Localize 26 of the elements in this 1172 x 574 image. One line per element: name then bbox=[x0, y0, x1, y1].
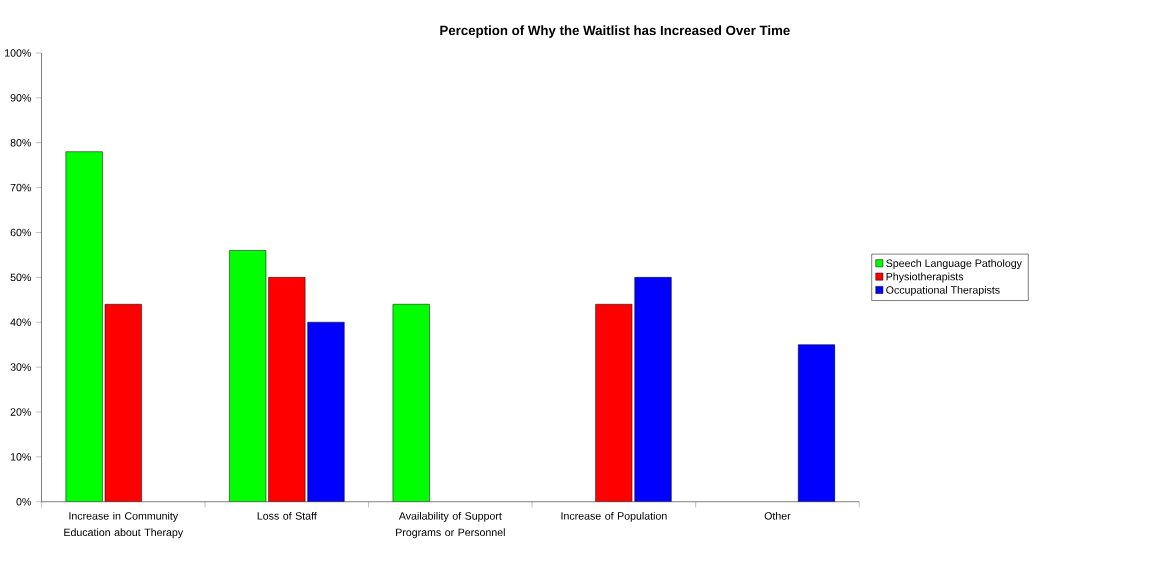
x-tick-label: Increase in Community Education about Therapy bbox=[64, 511, 184, 539]
x-tick-label: Availability of Support Programs or Personnel bbox=[396, 511, 505, 539]
x-tick-label: Increase of Population bbox=[561, 511, 667, 522]
y-tick-label: 0% bbox=[16, 497, 31, 506]
y-tick-label: 30% bbox=[10, 363, 31, 371]
y-tick-label: 40% bbox=[10, 318, 31, 326]
bar bbox=[65, 151, 103, 502]
bar bbox=[392, 303, 430, 502]
y-tick-label: 10% bbox=[10, 452, 31, 461]
legend-label: Speech Language Pathology bbox=[886, 259, 1022, 269]
bar bbox=[229, 250, 266, 502]
chart-title: Perception of Why the Waitlist has Increased Over Time bbox=[440, 25, 790, 38]
y-tick-label: 90% bbox=[10, 93, 31, 102]
y-tick-label: 20% bbox=[10, 408, 31, 416]
y-tick-label: 100% bbox=[5, 49, 31, 57]
bar bbox=[798, 344, 836, 502]
x-tick-label: Loss of Staff bbox=[257, 511, 317, 520]
y-tick-label: 60% bbox=[10, 228, 31, 237]
legend-label: Occupational Therapists bbox=[886, 285, 1000, 296]
y-tick-label: 70% bbox=[10, 183, 31, 192]
bar bbox=[595, 303, 633, 502]
bar bbox=[634, 276, 672, 502]
y-tick-label: 50% bbox=[10, 273, 31, 281]
x-tick-label: Other bbox=[764, 511, 791, 520]
legend-label: Physiotherapists bbox=[886, 272, 964, 283]
y-tick-label: 80% bbox=[10, 138, 31, 147]
